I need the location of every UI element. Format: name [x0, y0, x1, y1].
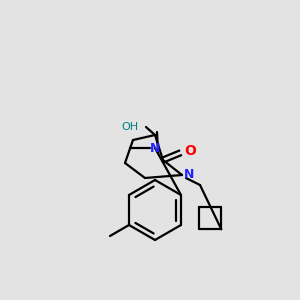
Text: N: N: [150, 142, 160, 154]
Text: N: N: [184, 169, 194, 182]
Text: O: O: [184, 144, 196, 158]
Text: OH: OH: [121, 122, 138, 132]
